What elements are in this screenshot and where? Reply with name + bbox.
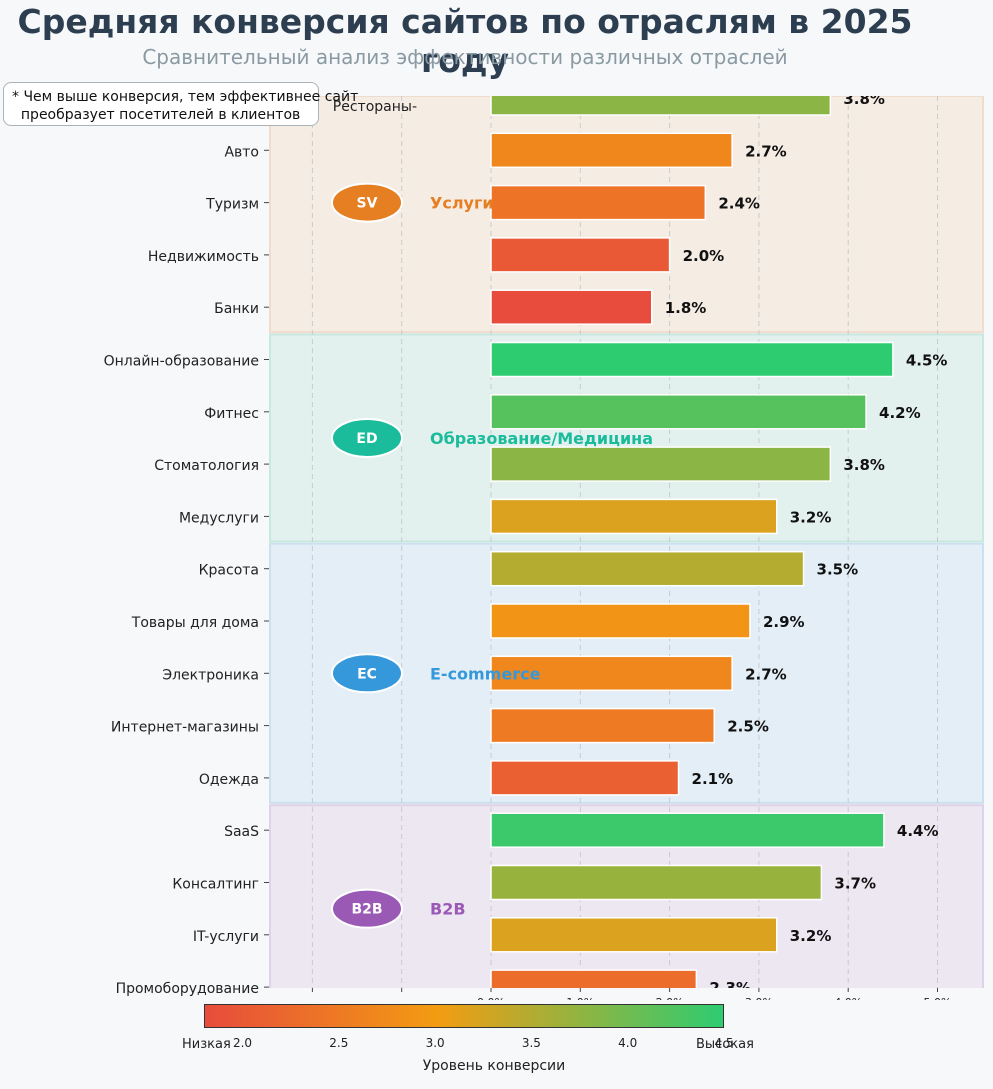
bar-value-label: 2.7% xyxy=(745,665,787,683)
category-label: SaaS xyxy=(224,824,259,840)
group-label: Образование/Медицина xyxy=(430,429,653,448)
category-label: Банки xyxy=(214,301,259,317)
colorbar-high-label: Высокая xyxy=(696,1037,754,1052)
category-label: IT-услуги xyxy=(193,929,259,945)
category-label: Фитнес xyxy=(204,406,259,422)
bar-value-label: 2.5% xyxy=(727,718,769,736)
bar-value-label: 1.8% xyxy=(665,299,707,317)
bar xyxy=(490,394,867,430)
bar-value-label: 2.1% xyxy=(692,770,734,788)
category-label: Стоматология xyxy=(154,458,259,474)
bar xyxy=(490,864,823,901)
group-badge xyxy=(331,888,403,929)
x-tick-label: 2.0% xyxy=(656,996,684,1000)
colorbar-tick-label: 4.5 xyxy=(714,1036,734,1050)
colorbar-tick-label: 4.0 xyxy=(618,1036,638,1050)
bar-value-label: 2.3% xyxy=(709,979,751,997)
category-label: Недвижимость xyxy=(148,249,259,265)
bar-value-label: 2.0% xyxy=(683,247,725,265)
group-label: Услуги xyxy=(430,194,494,213)
bar xyxy=(490,96,832,116)
bar xyxy=(490,237,671,273)
category-label: Консалтинг xyxy=(172,877,259,893)
bar xyxy=(490,550,805,587)
bar-value-label: 3.2% xyxy=(790,508,832,526)
category-label: Онлайн-образование xyxy=(104,354,259,370)
bar xyxy=(490,132,733,169)
category-label: Рестораны- xyxy=(333,99,417,115)
colorbar-tick-label: 2.5 xyxy=(329,1036,349,1050)
bar-value-label: 3.8% xyxy=(843,456,885,474)
colorbar xyxy=(204,1004,724,1028)
colorbar-tick-label: 2.0 xyxy=(232,1036,253,1050)
bar-chart: 3.8% Рестораны- 2.7% 2.4% 2.0% 1.8% 4.5% 4.2% 3.… xyxy=(104,90,984,1000)
bar-value-label: 4.4% xyxy=(897,822,939,840)
bar xyxy=(490,969,698,988)
group-badge xyxy=(331,182,403,223)
bar xyxy=(490,184,707,221)
bar-value-label: 2.7% xyxy=(745,142,787,160)
bar-value-label: 3.7% xyxy=(834,875,876,893)
bar-value-label: 3.5% xyxy=(817,561,859,579)
group-badge-text: SV xyxy=(357,196,378,212)
category-label: Электроника xyxy=(162,667,259,683)
chart-subtitle: Сравнительный анализ эффективности разли… xyxy=(142,45,788,69)
colorbar-title: Уровень конверсии xyxy=(422,1058,566,1074)
x-tick-label: 0.0% xyxy=(477,996,505,1000)
bar xyxy=(490,446,832,482)
bar-value-label: 3.8% xyxy=(843,90,885,108)
group-badge-text: ED xyxy=(356,431,377,447)
group-label: E-commerce xyxy=(430,664,541,683)
category-label: Красота xyxy=(199,563,259,579)
group-badge-text: B2B xyxy=(351,902,382,918)
group-badge xyxy=(331,417,403,458)
group-badge-text: EC xyxy=(357,666,377,682)
bar-value-label: 3.2% xyxy=(790,927,832,945)
bar-value-label: 2.4% xyxy=(718,195,760,213)
category-label: Медуслуги xyxy=(179,510,259,526)
category-label: Товары для дома xyxy=(131,615,259,631)
bar xyxy=(490,498,778,535)
bar xyxy=(490,707,715,744)
bar xyxy=(490,341,894,378)
bar xyxy=(490,289,653,325)
category-label: Промоборудование xyxy=(116,981,259,997)
colorbar-low-label: Низкая xyxy=(182,1037,231,1052)
colorbar-tick-label: 3.5 xyxy=(521,1036,541,1050)
plot-area: 3.8% Рестораны- 2.7% 2.4% 2.0% 1.8% 4.5% 4.2% 3.… xyxy=(269,90,984,997)
category-label: Туризм xyxy=(205,197,259,213)
x-tick-label: 3.0% xyxy=(745,996,773,1000)
bar-value-label: 4.5% xyxy=(906,352,948,370)
chart-title: Средняя конверсия сайтов по отраслям в 2… xyxy=(17,2,913,80)
group-label: B2B xyxy=(430,900,466,919)
bar-value-label: 2.9% xyxy=(763,613,805,631)
bar-value-label: 4.2% xyxy=(879,404,921,422)
x-tick-label: 5.0% xyxy=(924,996,952,1000)
x-tick-label: 4.0% xyxy=(834,996,862,1000)
bar xyxy=(490,603,751,639)
bar xyxy=(490,812,885,848)
colorbar-tick-label: 3.0 xyxy=(425,1036,445,1050)
group-badge xyxy=(331,653,403,694)
chart-note: * Чем выше конверсия, тем эффективнее са… xyxy=(3,82,358,126)
category-label: Авто xyxy=(224,144,259,160)
bar xyxy=(490,760,680,796)
category-label: Интернет-магазины xyxy=(111,720,259,736)
x-tick-label: 1.0% xyxy=(566,996,594,1000)
bar xyxy=(490,655,733,692)
bar xyxy=(490,917,778,953)
category-label: Одежда xyxy=(199,772,259,788)
